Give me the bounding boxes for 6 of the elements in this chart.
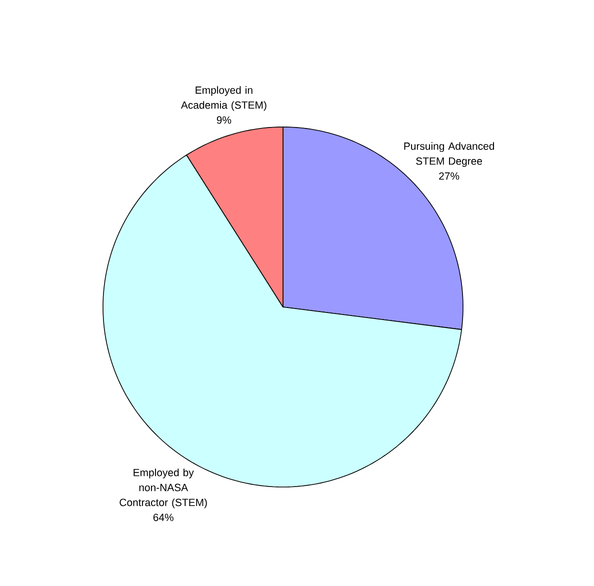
- slice-label: Pursuing Advanced STEM Degree: [404, 142, 494, 167]
- data-label: 27%: [439, 172, 460, 180]
- slice-label: Employed by non-NASA Contractor (STEM): [120, 468, 207, 508]
- data-label: 9%: [216, 116, 232, 124]
- slice-label: Employed in Academia (STEM): [180, 86, 266, 111]
- data-label: 64%: [153, 514, 174, 522]
